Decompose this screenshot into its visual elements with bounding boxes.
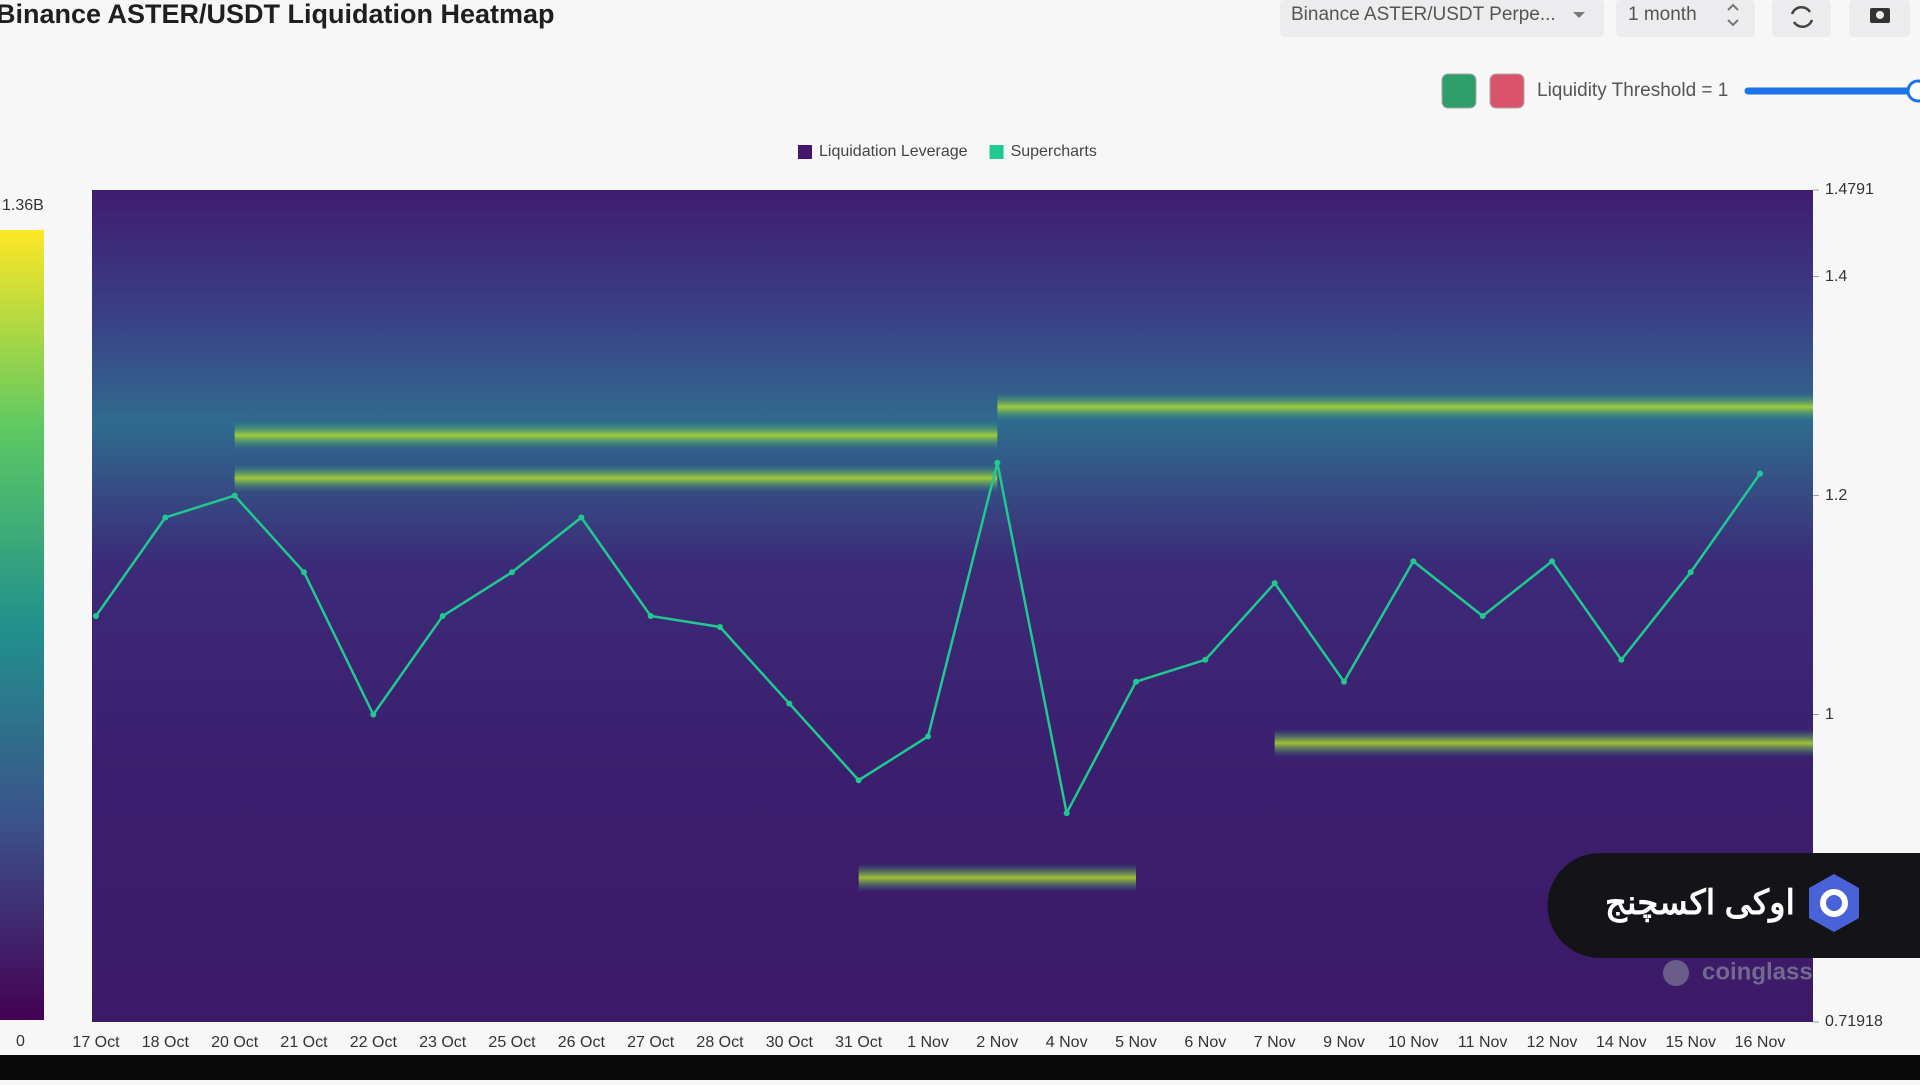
bottom-bar <box>0 1055 1920 1080</box>
badge-text: اوکی اکسچنج <box>1605 884 1795 923</box>
y-tick-label: 1 <box>1825 706 1834 723</box>
colorbar-tick-label: 1.36B <box>2 197 44 214</box>
price-point <box>370 711 377 718</box>
price-point <box>578 514 585 521</box>
price-point <box>925 733 931 740</box>
range-select[interactable] <box>1616 0 1755 37</box>
colorbar <box>0 230 44 1020</box>
colorbar-tick-label: 0 <box>16 1033 25 1050</box>
price-point <box>1133 678 1139 685</box>
price-point <box>1063 810 1070 817</box>
x-tick-label: 30 Oct <box>766 1034 814 1051</box>
x-tick-label: 15 Nov <box>1665 1034 1716 1051</box>
x-tick-label: 4 Nov <box>1046 1034 1088 1051</box>
badge-logo-ring <box>1820 889 1848 917</box>
watermark-logo <box>1663 960 1689 986</box>
x-tick-label: 21 Oct <box>280 1034 328 1051</box>
x-tick-label: 12 Nov <box>1527 1034 1578 1051</box>
liquidation-level <box>234 464 998 493</box>
price-point <box>1341 678 1347 685</box>
price-point <box>717 623 723 630</box>
legend-swatch <box>798 145 812 159</box>
legend-swatch <box>989 145 1004 159</box>
dropdown-arrow <box>1573 12 1585 18</box>
price-point <box>93 613 99 620</box>
price-point <box>509 569 515 576</box>
threshold-label: Liquidity Threshold = 1 <box>1537 80 1728 101</box>
pair-select-text: Binance ASTER/USDT Perpe... <box>1291 4 1556 25</box>
y-tick-label: 1.2 <box>1825 487 1847 504</box>
x-tick-label: 5 Nov <box>1115 1034 1157 1051</box>
x-tick-label: 17 Oct <box>72 1034 120 1051</box>
legend-label: Supercharts <box>1011 143 1097 160</box>
title: Binance ASTER/USDT Liquidation Heatmap <box>0 0 555 29</box>
liquidation-level <box>234 421 998 450</box>
liquidation-level <box>1274 729 1813 758</box>
x-tick-label: 2 Nov <box>976 1034 1018 1051</box>
y-tick-label: 1.4 <box>1825 268 1847 285</box>
price-point <box>994 459 1001 466</box>
x-tick-label: 9 Nov <box>1323 1034 1365 1051</box>
price-point <box>162 514 169 521</box>
price-point <box>1757 470 1763 477</box>
spinner-icon <box>1727 3 1739 27</box>
y-tick-label: 0.71918 <box>1825 1013 1883 1030</box>
price-point <box>301 569 307 576</box>
price-point <box>786 700 793 707</box>
x-tick-label: 1 Nov <box>907 1034 949 1051</box>
price-point <box>1410 558 1417 565</box>
price-point <box>231 492 238 499</box>
price-point <box>1549 558 1555 565</box>
y-tick-label: 1.4791 <box>1825 181 1874 198</box>
color-theme-green[interactable] <box>1441 73 1477 109</box>
x-tick-label: 26 Oct <box>558 1034 606 1051</box>
range-select-text: 1 month <box>1628 4 1697 25</box>
legend-label: Liquidation Leverage <box>819 143 968 160</box>
x-tick-label: 18 Oct <box>142 1034 190 1051</box>
price-point <box>855 777 862 784</box>
x-tick-label: 28 Oct <box>696 1034 744 1051</box>
x-tick-label: 20 Oct <box>211 1034 259 1051</box>
x-tick-label: 31 Oct <box>835 1034 883 1051</box>
price-point <box>1202 656 1209 663</box>
x-tick-label: 16 Nov <box>1735 1034 1786 1051</box>
x-tick-label: 7 Nov <box>1254 1034 1296 1051</box>
x-tick-label: 14 Nov <box>1596 1034 1647 1051</box>
price-point <box>439 613 446 620</box>
liquidation-level <box>858 863 1136 892</box>
legend: Liquidation Leverage Supercharts <box>798 143 1097 160</box>
price-point <box>1271 580 1278 587</box>
x-tick-label: 10 Nov <box>1388 1034 1439 1051</box>
watermark: coinglass <box>1702 958 1813 985</box>
liquidation-level <box>997 392 1813 421</box>
x-tick-label: 27 Oct <box>627 1034 675 1051</box>
refresh-icon <box>1790 5 1814 29</box>
refresh-button[interactable] <box>1772 0 1831 37</box>
x-tick-label: 22 Oct <box>350 1034 398 1051</box>
price-point <box>1687 569 1694 576</box>
x-tick-label: 23 Oct <box>419 1034 467 1051</box>
x-tick-label: 11 Nov <box>1458 1034 1508 1051</box>
x-tick-label: 25 Oct <box>488 1034 536 1051</box>
slider-handle[interactable] <box>1906 79 1920 103</box>
x-tick-label: 6 Nov <box>1184 1034 1226 1051</box>
color-theme-red[interactable] <box>1489 73 1525 109</box>
price-point <box>647 613 654 620</box>
price-point <box>1479 613 1486 620</box>
camera-lens <box>1876 11 1884 19</box>
price-point <box>1618 656 1625 663</box>
pair-select[interactable] <box>1280 0 1604 37</box>
badge-logo <box>1809 874 1859 932</box>
